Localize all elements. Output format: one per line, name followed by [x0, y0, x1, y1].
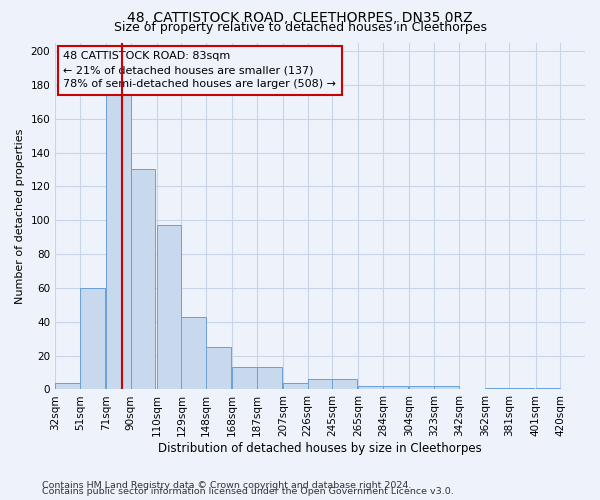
Y-axis label: Number of detached properties: Number of detached properties: [15, 128, 25, 304]
Bar: [383, 386, 408, 390]
Bar: [409, 386, 434, 390]
Text: 48, CATTISTOCK ROAD, CLEETHORPES, DN35 0RZ: 48, CATTISTOCK ROAD, CLEETHORPES, DN35 0…: [127, 11, 473, 25]
Bar: [308, 380, 332, 390]
Bar: [485, 388, 509, 390]
Bar: [157, 226, 181, 390]
Bar: [80, 288, 104, 390]
Bar: [332, 380, 357, 390]
Bar: [283, 382, 308, 390]
Bar: [181, 316, 206, 390]
Bar: [257, 368, 281, 390]
Bar: [55, 382, 80, 390]
Text: Size of property relative to detached houses in Cleethorpes: Size of property relative to detached ho…: [113, 21, 487, 34]
Text: 48 CATTISTOCK ROAD: 83sqm
← 21% of detached houses are smaller (137)
78% of semi: 48 CATTISTOCK ROAD: 83sqm ← 21% of detac…: [63, 51, 336, 89]
Bar: [434, 386, 459, 390]
X-axis label: Distribution of detached houses by size in Cleethorpes: Distribution of detached houses by size …: [158, 442, 482, 455]
Bar: [536, 388, 560, 390]
Text: Contains public sector information licensed under the Open Government Licence v3: Contains public sector information licen…: [42, 487, 454, 496]
Bar: [206, 347, 231, 390]
Text: Contains HM Land Registry data © Crown copyright and database right 2024.: Contains HM Land Registry data © Crown c…: [42, 480, 412, 490]
Bar: [232, 368, 257, 390]
Bar: [358, 386, 383, 390]
Bar: [106, 76, 131, 390]
Bar: [509, 388, 534, 390]
Bar: [131, 170, 155, 390]
